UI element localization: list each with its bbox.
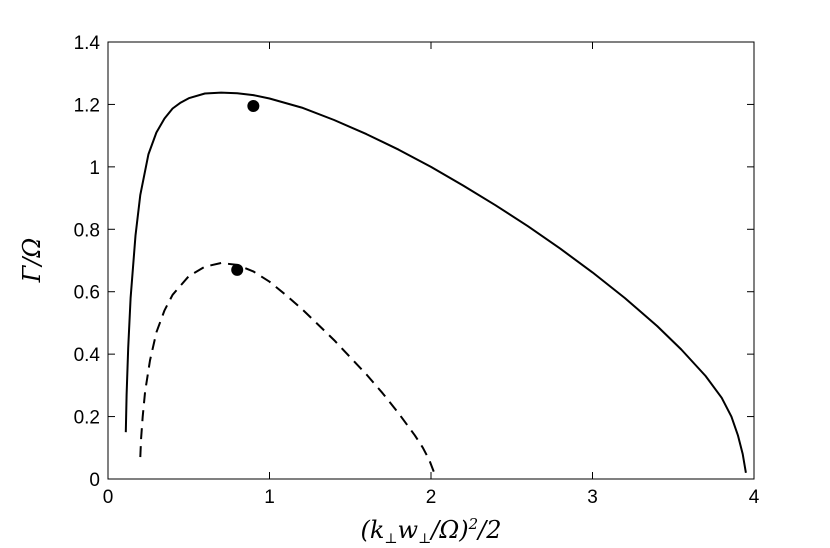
x-tick-label: 3 [587,487,598,508]
points-group [231,99,260,276]
y-tick-label: 0 [89,470,100,491]
x-tick-label: 4 [749,487,760,508]
x-axis-label: (k⊥w⊥/Ω)2/2 [360,515,501,547]
solid-series-line [124,91,747,473]
data-point [231,263,244,276]
series-group [124,91,747,474]
y-axis-label: Γ/Ω [18,238,46,284]
y-tick-label: 0.4 [74,345,101,366]
x-tick-label: 0 [103,487,114,508]
y-tick-label: 1.2 [74,95,100,116]
plot-frame [107,41,755,480]
x-tick-label: 1 [264,487,275,508]
y-tick-label: 1.4 [74,33,101,54]
y-tick-label: 0.8 [74,220,100,241]
y-tick-label: 0.2 [74,408,100,429]
data-point [247,99,260,112]
ticks: 0 1 2 3 4 0 0.2 0.4 0.6 0.8 1 1.2 1.4 [74,33,760,508]
x-tick-label: 2 [426,487,437,508]
y-tick-label: 0.6 [74,283,100,304]
y-tick-label: 1 [89,158,100,179]
dashed-series-line [139,262,436,474]
